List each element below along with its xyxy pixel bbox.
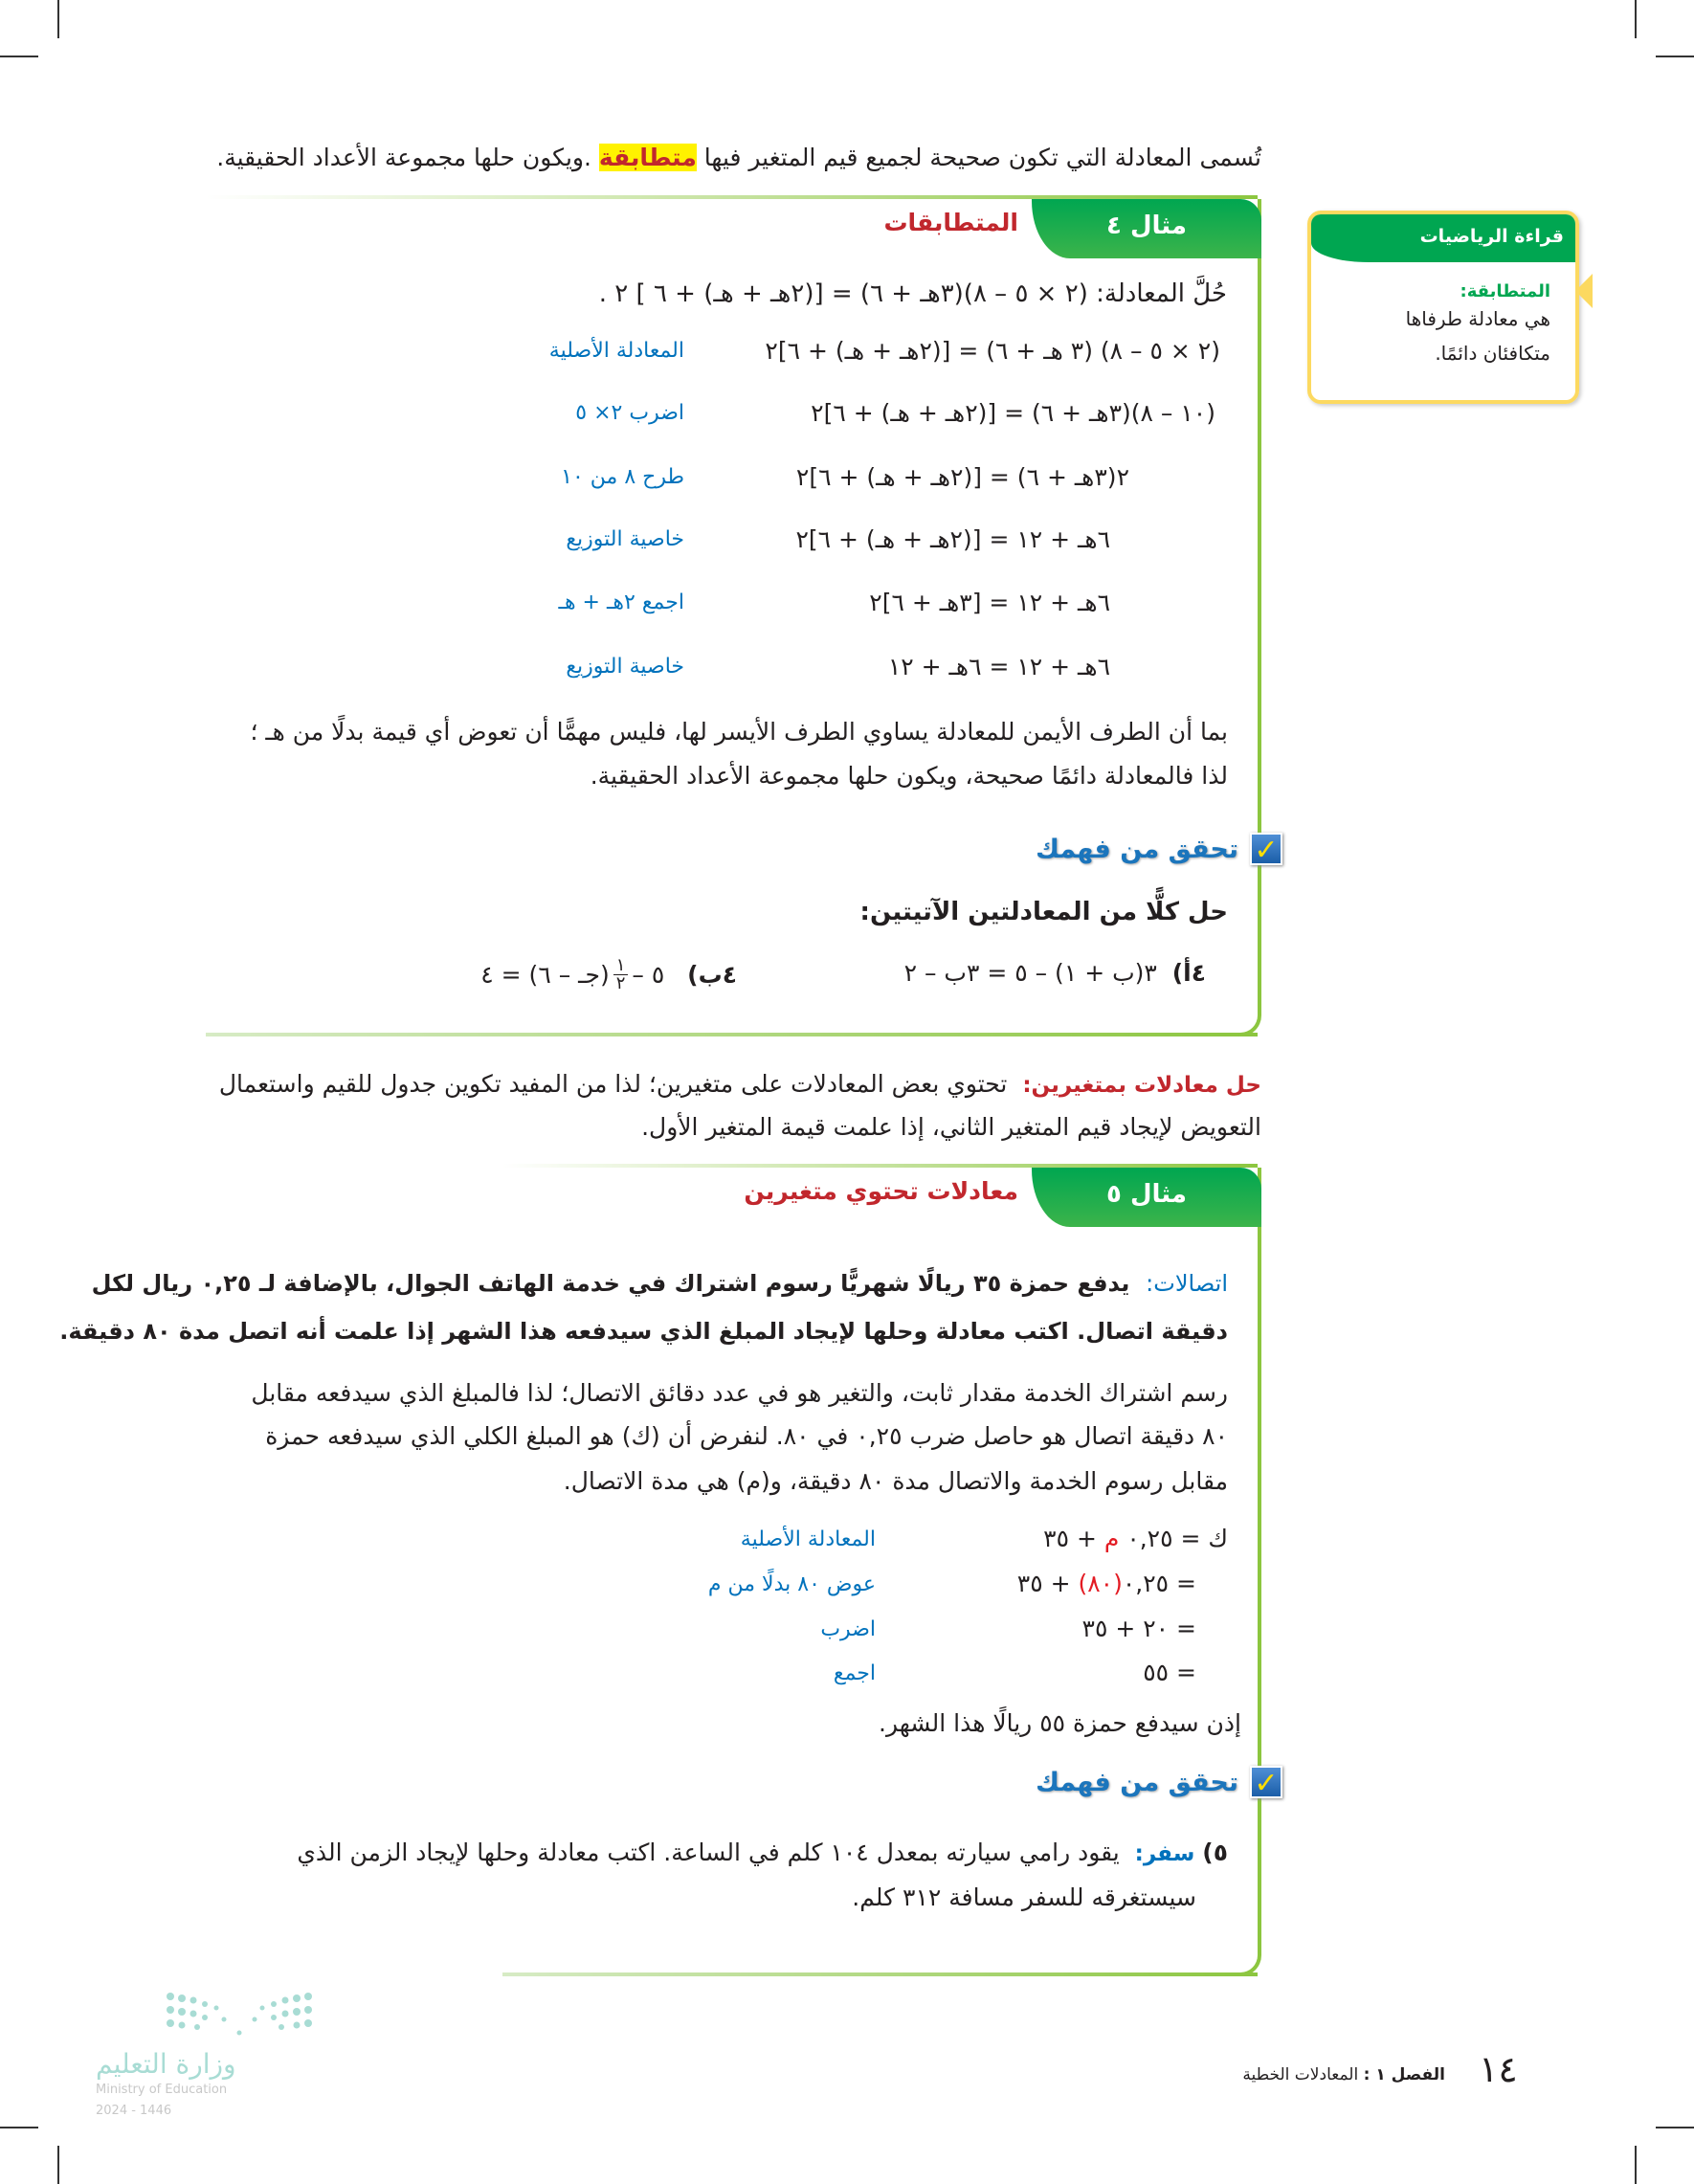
- two-vars-text: تحتوي بعض المعادلات على متغيرين؛ لذا من …: [218, 1070, 1008, 1098]
- sidebar-def-1: هي معادلة طرفاها: [1405, 307, 1550, 330]
- step-label: خاصية التوزيع: [566, 655, 684, 679]
- checkmark-icon: ✓: [1250, 1766, 1282, 1800]
- exercise-4b-pre: ٥ –: [632, 961, 665, 989]
- conclusion-line-1: بما أن الطرف الأيمن للمعادلة يساوي الطرف…: [250, 718, 1228, 746]
- step-equation: = ٠,٢٥(٨٠) + ٣٥: [1016, 1570, 1196, 1597]
- fraction-numerator: ١: [613, 957, 629, 975]
- check-understanding-header: ✓ تحقق من فهمك: [1036, 1766, 1282, 1800]
- step-label: اضرب: [820, 1617, 876, 1641]
- crop-mark: [1635, 0, 1637, 38]
- step-equation: = ٢٠ + ٣٥: [1081, 1615, 1196, 1642]
- chapter-label: الفصل ١ : المعادلات الخطية: [1242, 2065, 1445, 2084]
- exercise-4a: ٤أ) ٣(ب + ١) – ٥ = ٣ب – ٢: [904, 959, 1206, 987]
- problem-label: اتصالات:: [1146, 1270, 1228, 1297]
- intro-text-end: .ويكون حلها مجموعة الأعداد الحقيقية.: [216, 144, 599, 171]
- step-equation: (١٠ – ٨)(٣هـ + ٦) = [(٢هـ + هـ) + ٦]٢: [811, 399, 1215, 427]
- exercise-5-line-1: ٥) سفر: يقود رامي سيارته بمعدل ١٠٤ كلم ف…: [297, 1831, 1228, 1876]
- two-vars-label: حل معادلات بمتغيرين:: [1022, 1073, 1261, 1098]
- example-4-prompt: حُلَّ المعادلة: (٢ × ٥ – ٨)(٣هـ + ٦) = […: [598, 279, 1227, 308]
- two-vars-line-1: حل معادلات بمتغيرين: تحتوي بعض المعادلات…: [219, 1062, 1261, 1107]
- problem-line-1: اتصالات: يدفع حمزة ٣٥ ريالًا شهريًّا رسو…: [92, 1261, 1228, 1305]
- exercise-5-number: ٥): [1202, 1839, 1228, 1866]
- step-label: المعادلة الأصلية: [548, 339, 684, 363]
- step-equation: ٦هـ + ١٢ = [٣هـ + ٦]٢: [869, 589, 1110, 616]
- check-title: تحقق من فهمك: [1036, 1767, 1238, 1797]
- check-title: تحقق من فهمك: [1036, 834, 1238, 864]
- solution-para-2: ٨٠ دقيقة اتصال هو حاصل ضرب ٠,٢٥ في ٨٠. ل…: [265, 1422, 1228, 1450]
- two-vars-line-2: التعويض لإيجاد قيم المتغير الثاني، إذا ع…: [641, 1113, 1261, 1141]
- example-5-box: مثال ٥ معادلات تحتوي متغيرين: [502, 1164, 1261, 1976]
- problem-text: يدفع حمزة ٣٥ ريالًا شهريًّا رسوم اشتراك …: [91, 1270, 1130, 1297]
- example-5-tab: مثال ٥: [1032, 1168, 1261, 1227]
- exercise-4a-equation: ٣(ب + ١) – ٥ = ٣ب – ٢: [903, 959, 1157, 987]
- highlighted-term: متطابقة: [598, 144, 697, 171]
- exercise-4a-label: ٤أ): [1171, 959, 1206, 987]
- step-equation: ٦هـ + ١٢ = ٦هـ + ١٢: [887, 653, 1110, 680]
- exercise-4b-label: ٤ب): [687, 961, 737, 989]
- intro-text: تُسمى المعادلة التي تكون صحيحة لجميع قيم…: [696, 144, 1261, 171]
- fraction-denominator: ٢: [615, 973, 626, 993]
- reading-math-sidebar: قراءة الرياضيات المتطابقة: هي معادلة طرف…: [1307, 211, 1593, 404]
- answer: إذن سيدفع حمزة ٥٥ ريالًا هذا الشهر.: [879, 1709, 1241, 1737]
- exercise-4b-post: (جـ – ٦) = ٤: [480, 961, 610, 989]
- check-understanding-header: ✓ تحقق من فهمك: [1036, 833, 1282, 867]
- step-label: اجمع: [833, 1661, 876, 1685]
- exercise-5-text: يقود رامي سيارته بمعدل ١٠٤ كلم في الساعة…: [297, 1839, 1120, 1866]
- check-instruction: حل كلًّا من المعادلتين الآتيتين:: [859, 898, 1228, 926]
- step-equation: (٢ × ٥ – ٨) (٣ هـ + ٦) = [(٢هـ + هـ) + ٦…: [765, 337, 1220, 365]
- exercise-5-label: سفر:: [1134, 1841, 1195, 1866]
- chapter-number: الفصل ١ :: [1363, 2065, 1445, 2084]
- problem-line-2: دقيقة اتصال. اكتب معادلة وحلها لإيجاد ال…: [59, 1318, 1228, 1345]
- example-5-title: معادلات تحتوي متغيرين: [744, 1177, 1018, 1205]
- step-label: اضرب ٢× ٥: [575, 401, 684, 425]
- step-label: عوض ٨٠ بدلًا من م: [707, 1572, 876, 1596]
- crop-mark: [1635, 2146, 1637, 2184]
- step-label: خاصية التوزيع: [566, 527, 684, 551]
- example-4-tab: مثال ٤: [1032, 199, 1261, 258]
- crop-mark: [57, 2146, 59, 2184]
- crop-mark: [1656, 2127, 1694, 2128]
- step-label: المعادلة الأصلية: [740, 1527, 876, 1551]
- checkmark-icon: ✓: [1250, 833, 1282, 867]
- step-equation: ك = ٠,٢٥ م + ٣٥: [1043, 1525, 1228, 1552]
- ministry-logo-dots-icon: [163, 1991, 316, 2039]
- sidebar-def-2: متكافئان دائمًا.: [1435, 342, 1550, 365]
- ministry-logo-ar: وزارة التعليم: [96, 2048, 236, 2080]
- crop-mark: [0, 56, 38, 57]
- step-label: اجمع ٢هـ + هـ: [558, 591, 684, 614]
- crop-mark: [0, 2127, 38, 2128]
- example-4-box: مثال ٤ المتطابقات: [206, 195, 1261, 1036]
- crop-mark: [1656, 56, 1694, 57]
- chapter-title: المعادلات الخطية: [1242, 2065, 1359, 2084]
- exercise-5-line-2: سيستغرقه للسفر مسافة ٣١٢ كلم.: [852, 1883, 1196, 1911]
- sidebar-header: قراءة الرياضيات: [1311, 214, 1575, 262]
- conclusion-line-2: لذا فالمعادلة دائمًا صحيحة، ويكون حلها م…: [590, 762, 1228, 790]
- solution-para-3: مقابل رسوم الخدمة والاتصال مدة ٨٠ دقيقة،…: [563, 1467, 1228, 1495]
- step-equation: ٦هـ + ١٢ = [(٢هـ + هـ) + ٦]٢: [795, 525, 1110, 553]
- pointer-arrow-icon: [1575, 274, 1593, 308]
- sidebar-term: المتطابقة:: [1460, 281, 1550, 301]
- crop-mark: [57, 0, 59, 38]
- ministry-logo-en: Ministry of Education: [96, 2083, 228, 2097]
- example-4-title: المتطابقات: [883, 209, 1018, 236]
- page-number: ١٤: [1479, 2048, 1518, 2090]
- intro-paragraph: تُسمى المعادلة التي تكون صحيحة لجميع قيم…: [216, 136, 1261, 180]
- ministry-logo-year: 2024 - 1446: [96, 2104, 172, 2118]
- step-equation: = ٥٥: [1143, 1659, 1196, 1686]
- step-label: طرح ٨ من ١٠: [561, 465, 684, 489]
- step-equation: ٢(٣هـ + ٦) = [(٢هـ + هـ) + ٦]٢: [795, 463, 1129, 491]
- solution-para-1: رسم اشتراك الخدمة مقدار ثابت، والتغير هو…: [251, 1379, 1228, 1407]
